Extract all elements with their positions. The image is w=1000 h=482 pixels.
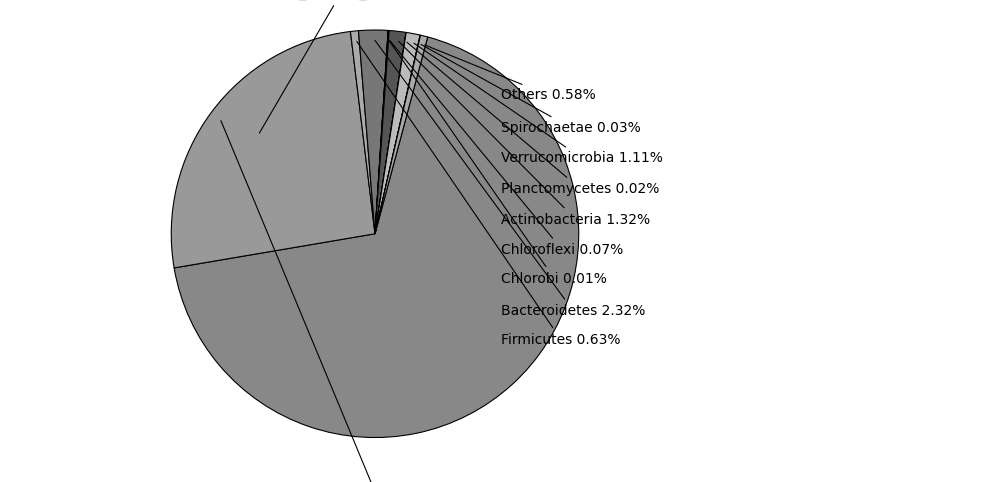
Text: Actinobacteria 1.32%: Actinobacteria 1.32% [399, 41, 650, 227]
Wedge shape [358, 30, 388, 234]
Wedge shape [375, 30, 389, 234]
Wedge shape [350, 31, 375, 234]
Wedge shape [375, 35, 421, 234]
Text: Verrucomicrobia 1.11%: Verrucomicrobia 1.11% [414, 43, 663, 165]
Text: Chlorobi 0.01%: Chlorobi 0.01% [389, 41, 607, 286]
Wedge shape [171, 31, 375, 268]
Wedge shape [375, 32, 406, 234]
Wedge shape [375, 30, 388, 234]
Wedge shape [375, 30, 406, 234]
Wedge shape [174, 37, 579, 438]
Text: Candidate_division_TM7 68.16%: Candidate_division_TM7 68.16% [228, 0, 453, 133]
Text: Others 0.58%: Others 0.58% [425, 45, 596, 102]
Text: Firmicutes 0.63%: Firmicutes 0.63% [357, 41, 621, 347]
Text: Proteobacteria 25.76%: Proteobacteria 25.76% [221, 120, 459, 482]
Text: Chloroflexi 0.07%: Chloroflexi 0.07% [390, 41, 624, 257]
Text: Spirochaetae 0.03%: Spirochaetae 0.03% [421, 44, 641, 135]
Wedge shape [375, 32, 420, 234]
Wedge shape [375, 35, 428, 234]
Text: Bacteroidetes 2.32%: Bacteroidetes 2.32% [375, 40, 646, 318]
Text: Planctomycetes 0.02%: Planctomycetes 0.02% [407, 42, 660, 196]
